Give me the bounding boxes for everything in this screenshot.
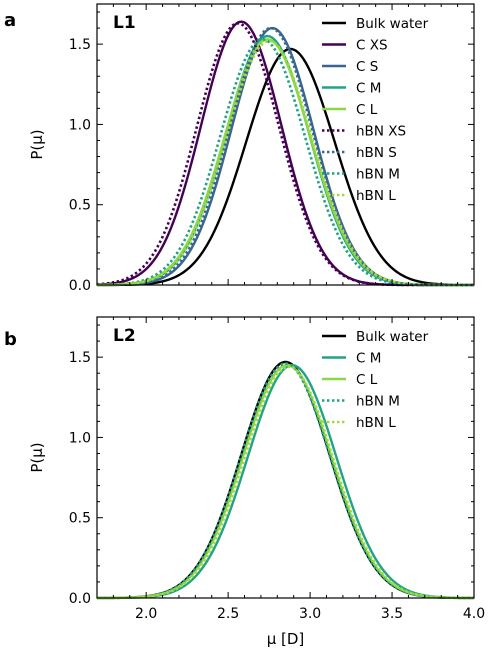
legend-entry: hBN S [356,145,397,161]
plot-frame [96,3,475,286]
legend-entry: C M [356,351,381,367]
x-tick-label: 3.0 [299,606,321,622]
y-tick-label: 0.5 [69,198,91,214]
legend-entry: C M [356,81,381,97]
y-tick-label: 0.5 [69,511,91,527]
panel-title: L1 [113,13,136,33]
y-tick-label: 1.0 [69,430,91,446]
series-line-bulk-water [97,47,475,287]
legend-entry: hBN L [356,415,396,431]
legend-entry: C L [356,372,378,388]
panel-a: a L1 0.0 0.5 1.0 1.5 P(μ) Bulk water C XS C S C M C… [4,3,475,294]
series-line-hbn-l [97,365,474,600]
panel-letter: b [4,329,17,350]
legend-entry: C S [356,59,378,75]
series-line-hbn-xs [96,21,474,287]
series-line-c-s [97,26,474,287]
legend: Bulk water C XS C S C M C L hBN XS hBN S hBN M h… [322,16,429,204]
series-line-hbn-s [97,26,474,287]
series-line-c-m [96,363,475,600]
legend-entry: hBN M [356,394,400,410]
legend: Bulk water C M C L hBN M hBN L [322,329,429,431]
y-tick-label: 1.5 [69,350,91,366]
plot-frame [96,316,475,599]
legend-entry: hBN L [356,188,396,204]
x-tick-label: 2.0 [135,606,157,622]
series-line-c-m [96,34,474,287]
x-axis: 2.0 2.5 3.0 3.5 4.0 [96,317,485,622]
legend-entry: Bulk water [356,329,429,345]
legend-entry: C L [356,102,378,118]
x-tick-label: 4.0 [463,606,485,622]
series-line-hbn-l [96,39,474,287]
x-tick-label: 3.5 [381,606,403,622]
panel-b: b L2 0.0 0.5 1.0 1.5 2.0 2.5 3.0 3.5 4.0 P(μ) μ [D] B… [4,316,485,648]
y-axis-label: P(μ) [28,129,46,159]
legend-entry: C XS [356,38,388,54]
x-tick-label: 2.5 [217,606,239,622]
y-axis: 0.0 0.5 1.0 1.5 [69,11,474,294]
y-tick-label: 1.0 [69,117,91,133]
legend-entry: Bulk water [356,16,429,32]
legend-entry: hBN M [356,167,400,183]
panel-title: L2 [113,326,136,346]
series-line-bulk-water [97,360,474,600]
series-line-hbn-m [97,362,474,600]
series-line-hbn-m [96,38,474,287]
x-axis [96,4,475,285]
legend-entry: hBN XS [356,124,406,140]
y-tick-label: 0.0 [69,591,91,607]
y-axis-label: P(μ) [28,442,46,472]
x-axis-label: μ [D] [267,630,305,648]
y-tick-label: 1.5 [69,37,91,53]
series-curves [96,360,475,600]
y-tick-label: 0.0 [69,278,91,294]
panel-letter: a [4,10,16,31]
series-line-c-l [96,363,475,600]
y-axis: 0.0 0.5 1.0 1.5 [69,324,474,607]
series-curves [96,20,475,287]
